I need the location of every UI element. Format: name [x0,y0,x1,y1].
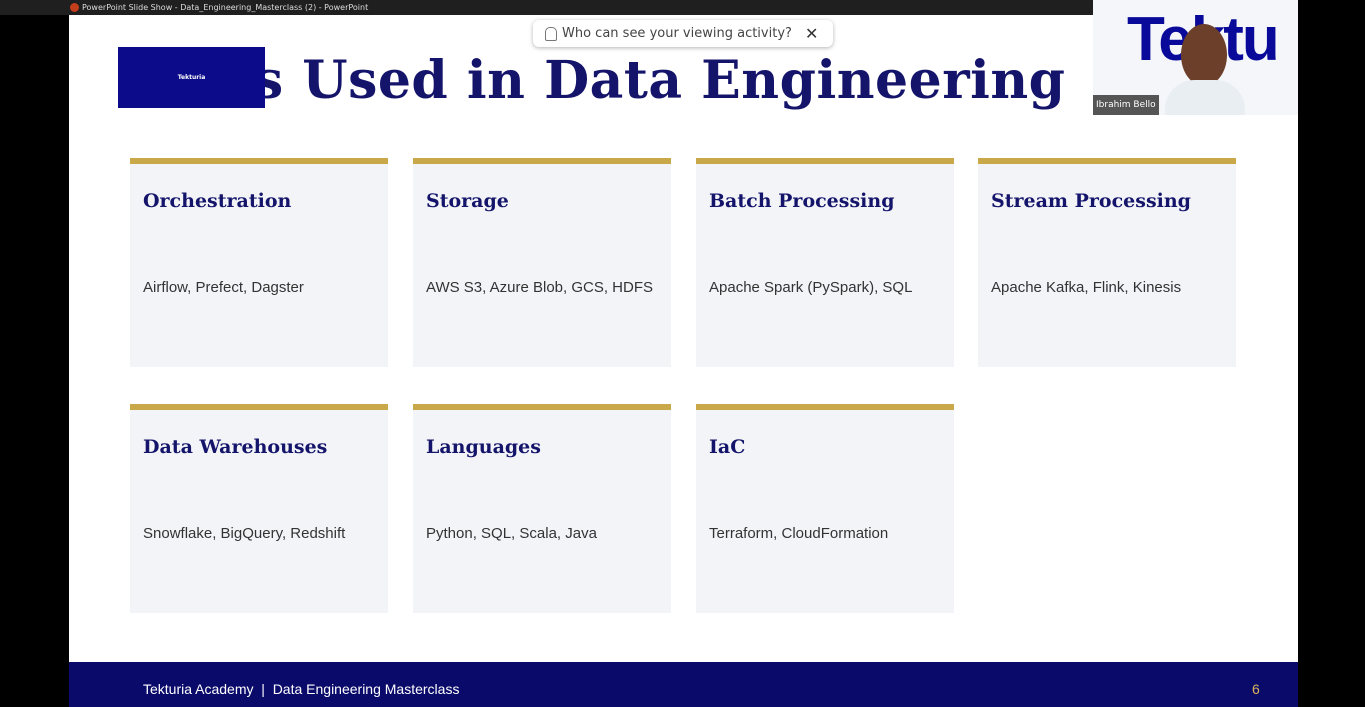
close-button[interactable]: ✕ [805,24,819,43]
card-tools: Apache Kafka, Flink, Kinesis [991,279,1182,296]
tool-card: IaC Terraform, CloudFormation [696,404,954,613]
page-number: 6 [1252,681,1260,697]
notification-text[interactable]: Who can see your viewing activity? [562,26,792,41]
card-tools: Airflow, Prefect, Dagster [143,279,304,296]
card-title: Stream Processing [991,190,1191,212]
logo: Tekturia [118,47,265,108]
tool-card: Languages Python, SQL, Scala, Java [413,404,671,613]
card-title: Batch Processing [709,190,895,212]
person-icon [545,27,557,41]
app-icon [70,3,79,12]
window-title: PowerPoint Slide Show - Data_Engineering… [82,3,369,12]
card-title: Languages [426,436,541,458]
tool-card: Data Warehouses Snowflake, BigQuery, Reds… [130,404,388,613]
card-title: Storage [426,190,509,212]
participant-face [1181,24,1227,86]
participant-name: Ibrahim Bello [1093,95,1159,115]
card-tools: Apache Spark (PySpark), SQL [709,279,913,296]
card-title: IaC [709,436,746,458]
participant-body [1165,80,1245,115]
card-title: Orchestration [143,190,292,212]
footer-text: Tekturia Academy | Data Engineering Mast… [143,681,460,697]
tool-card: Orchestration Airflow, Prefect, Dagster [130,158,388,367]
tool-card: Batch Processing Apache Spark (PySpark), … [696,158,954,367]
card-title: Data Warehouses [143,436,328,458]
video-tile: Tektu Ibrahim Bello [1093,0,1298,115]
card-tools: Python, SQL, Scala, Java [426,525,597,542]
card-tools: AWS S3, Azure Blob, GCS, HDFS [426,279,654,296]
tool-card: Stream Processing Apache Kafka, Flink, Ki… [978,158,1236,367]
card-tools: Terraform, CloudFormation [709,525,889,542]
tool-card: Storage AWS S3, Azure Blob, GCS, HDFS [413,158,671,367]
slide-title: Tools Used in Data Engineering [130,50,1066,111]
card-tools: Snowflake, BigQuery, Redshift [143,525,346,542]
slide-footer [69,662,1298,707]
window-title-bar: PowerPoint Slide Show - Data_Engineering… [0,0,1093,15]
notification: Who can see your viewing activity? ✕ [533,20,833,47]
